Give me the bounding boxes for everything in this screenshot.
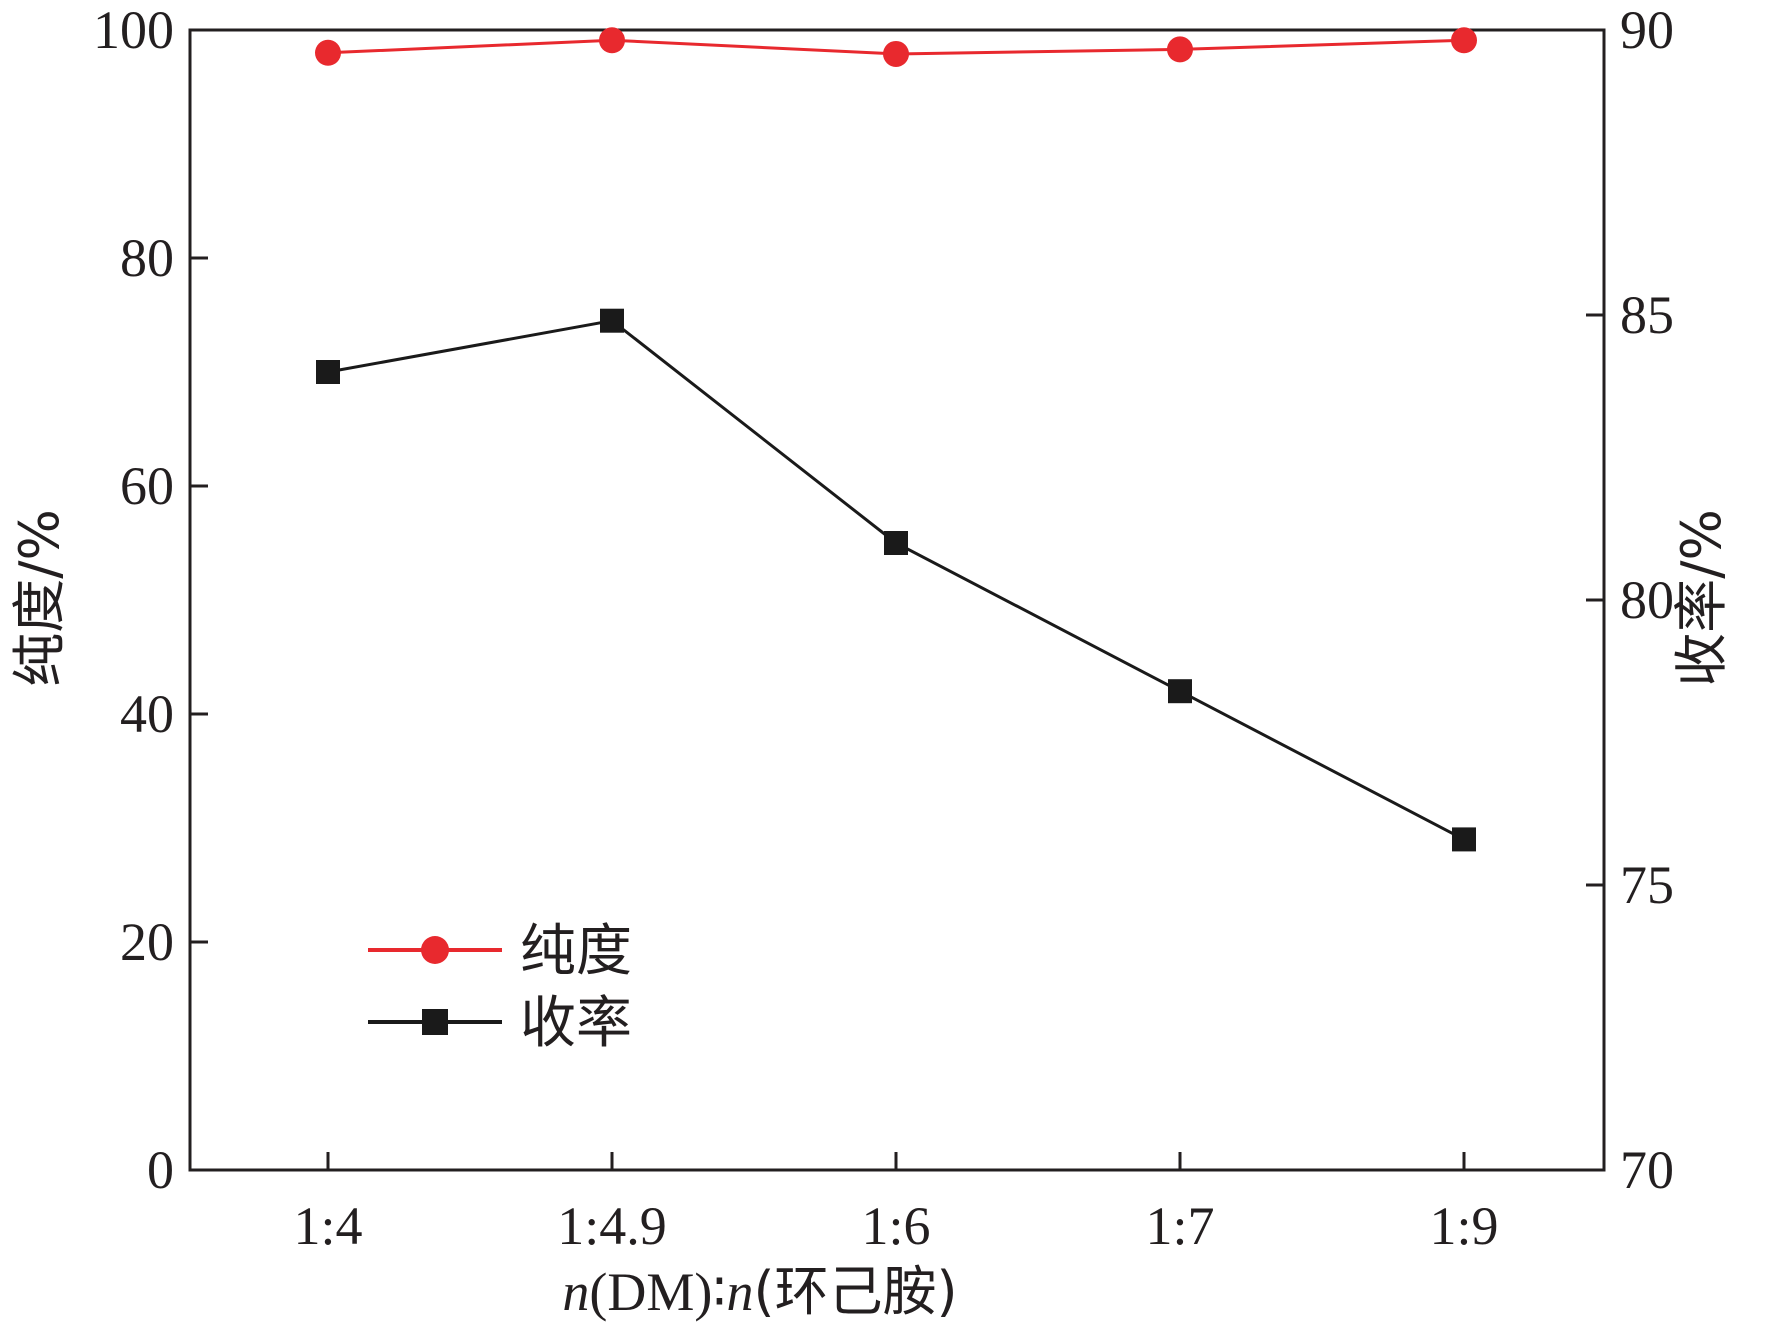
series-line-yield — [327, 319, 1465, 841]
left-y-tick-label: 60 — [120, 456, 174, 516]
x-axis-title-n1: n — [562, 1262, 589, 1322]
x-tick-label: 1:4 — [293, 1196, 362, 1256]
left-y-tick-label: 100 — [93, 0, 174, 60]
x-axis-title-part1: (DM)∶ — [589, 1262, 726, 1322]
x-tick-label: 1:4.9 — [557, 1196, 667, 1256]
legend-square-marker — [422, 1009, 448, 1035]
x-axis-title-part2: (环己胺) — [753, 1260, 957, 1323]
plot-frame — [188, 28, 1606, 1172]
x-tick-label: 1:7 — [1145, 1196, 1214, 1256]
plot-border — [188, 28, 1606, 1172]
purity-point — [1167, 36, 1193, 63]
right-y-axis-title: 收率/% — [1670, 509, 1733, 687]
purity-point — [1451, 27, 1477, 54]
right-y-tick-label: 75 — [1620, 855, 1674, 915]
yield-point — [600, 308, 624, 333]
yield-point — [1168, 679, 1192, 704]
series-layer — [315, 27, 1477, 852]
purity-point — [315, 39, 341, 66]
x-tick-label: 1:9 — [1429, 1196, 1498, 1256]
left-y-axis: 0 20 40 60 80 100 — [93, 0, 208, 1200]
legend-circle-marker — [421, 936, 449, 964]
x-axis: 1:4 1:4.9 1:6 1:7 1:9 — [293, 1152, 1499, 1256]
left-y-tick-label: 0 — [147, 1140, 174, 1200]
right-y-axis: 70 75 80 85 90 — [1586, 0, 1674, 1200]
right-y-tick-label: 70 — [1620, 1140, 1674, 1200]
legend-label: 纯度 — [520, 919, 632, 984]
right-y-tick-label: 85 — [1620, 285, 1674, 345]
legend-label: 收率 — [520, 991, 632, 1056]
x-axis-title-n2: n — [726, 1262, 753, 1322]
x-axis-title: n(DM)∶n(环己胺) — [562, 1260, 957, 1323]
right-y-tick-label: 80 — [1620, 570, 1674, 630]
left-y-tick-label: 20 — [120, 912, 174, 972]
left-y-axis-title: 纯度/% — [8, 509, 71, 687]
right-y-tick-label: 90 — [1620, 0, 1674, 60]
yield-point — [316, 360, 340, 384]
left-y-tick-label: 80 — [120, 228, 174, 288]
yield-point — [1452, 827, 1476, 852]
left-y-tick-label: 40 — [120, 684, 174, 744]
purity-point — [883, 40, 909, 67]
yield-point — [884, 531, 908, 555]
x-tick-label: 1:6 — [861, 1196, 930, 1256]
purity-point — [599, 27, 625, 54]
